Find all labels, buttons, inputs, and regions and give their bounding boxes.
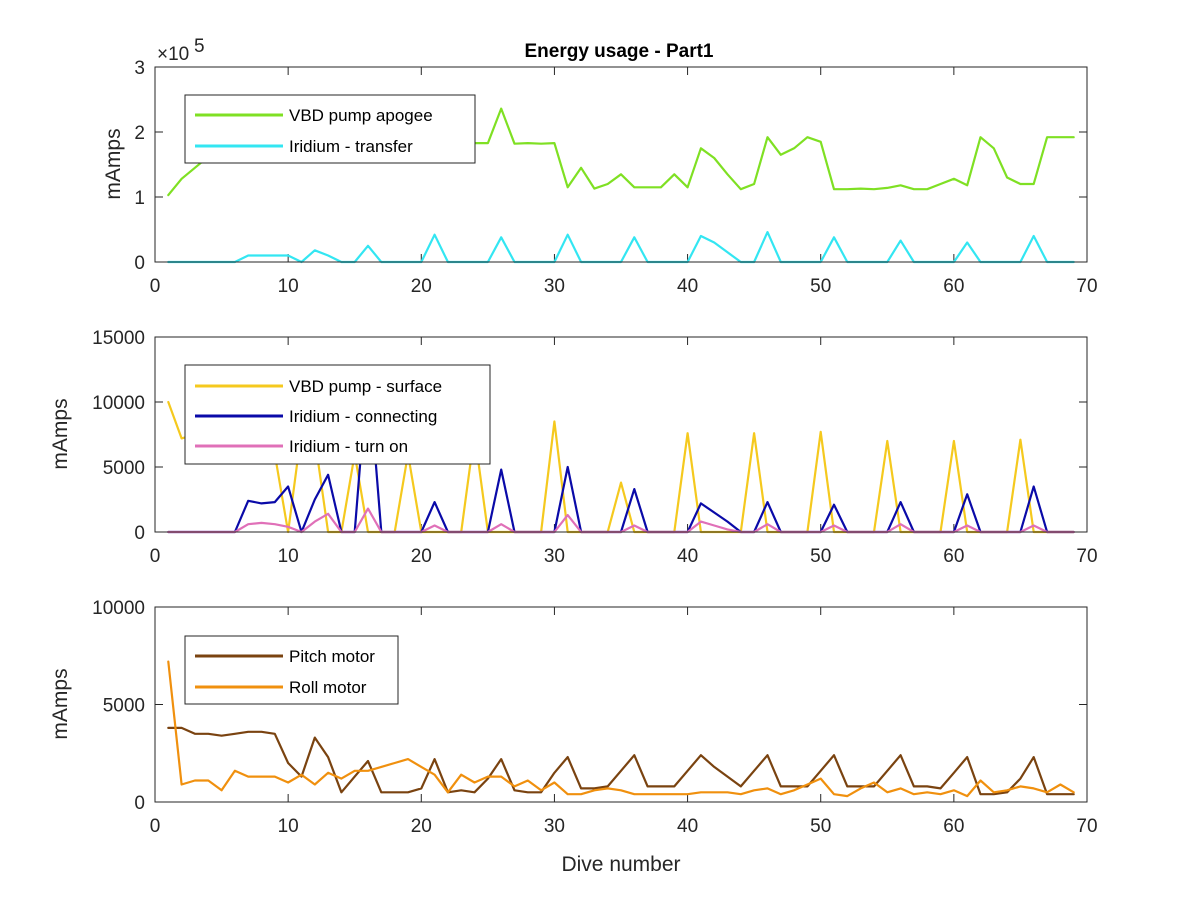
panel-3-ytick-label: 5000 — [103, 696, 145, 717]
panel-3-xtick-label: 30 — [544, 816, 565, 837]
panel-2-xtick-label: 40 — [677, 546, 698, 567]
panel-3-ytick-label: 10000 — [92, 598, 145, 619]
panel-2-ticks: 0 10 20 30 40 50 60 70 0 5000 10000 15000 — [92, 328, 1097, 567]
panel-2-xtick-label: 0 — [150, 546, 161, 567]
panel-2-ytick-label: 5000 — [103, 458, 145, 479]
panel-1-legend-box — [184, 94, 476, 164]
panel-3-xtick-label: 50 — [810, 816, 831, 837]
panel-1-xtick-label: 70 — [1076, 276, 1097, 297]
panel-3-legend-box — [184, 635, 399, 705]
panel-1-legend-label-iridium-transfer: Iridium - transfer — [289, 137, 413, 156]
panel-2-xtick-label: 10 — [278, 546, 299, 567]
panel-1-ytick-label: 3 — [134, 58, 145, 79]
panel-2-legend: VBD pump - surface Iridium - connecting … — [184, 364, 491, 465]
panel-2-ylabel: mAmps — [49, 398, 72, 469]
panel-1-legend-label-vbd-pump-apogee: VBD pump apogee — [289, 106, 433, 125]
panel-3-legend-label-roll-motor: Roll motor — [289, 678, 367, 697]
panel-1-ytick-label: 2 — [134, 123, 145, 144]
panel-1: Energy usage - Part1 ×10 5 0 10 20 30 40 50 60… — [102, 36, 1098, 297]
panel-3-legend: Pitch motor Roll motor — [184, 635, 399, 705]
panel-3: 0 10 20 30 40 50 60 70 0 5000 10000 mAmps Dive num… — [49, 598, 1098, 876]
panel-1-xtick-label: 0 — [150, 276, 161, 297]
panel-1-exponent-power: 5 — [194, 36, 205, 57]
panel-3-xtick-label: 10 — [278, 816, 299, 837]
panel-2: 0 10 20 30 40 50 60 70 0 5000 10000 15000 mAmps VBD… — [49, 328, 1098, 567]
panel-2-xtick-label: 20 — [411, 546, 432, 567]
panel-1-title: Energy usage - Part1 — [524, 41, 713, 62]
panel-1-ticks: 0 10 20 30 40 50 60 70 0 1 2 3 — [134, 58, 1097, 297]
series-line-roll-motor — [167, 660, 1075, 798]
panel-1-xtick-label: 20 — [411, 276, 432, 297]
series-line-pitch-motor — [167, 726, 1075, 796]
panel-1-ytick-label: 0 — [134, 253, 145, 274]
panel-1-ytick-label: 1 — [134, 188, 145, 209]
panel-3-xlabel: Dive number — [561, 853, 680, 876]
panel-2-ytick-label: 0 — [134, 523, 145, 544]
panel-2-ytick-label: 15000 — [92, 328, 145, 349]
panel-2-axes-box — [154, 336, 1088, 533]
panel-3-lines — [167, 660, 1075, 798]
panel-3-legend-label-pitch-motor: Pitch motor — [289, 647, 375, 666]
panel-1-ylabel: mAmps — [102, 128, 125, 199]
panel-3-ytick-label: 0 — [134, 793, 145, 814]
panel-2-legend-label-iridium-turn-on: Iridium - turn on — [289, 437, 408, 456]
panel-3-xtick-label: 0 — [150, 816, 161, 837]
panel-2-legend-label-vbd-pump-surface: VBD pump - surface — [289, 377, 442, 396]
panel-3-xtick-label: 60 — [943, 816, 964, 837]
panel-2-legend-label-iridium-connecting: Iridium - connecting — [289, 407, 437, 426]
panel-3-xtick-label: 20 — [411, 816, 432, 837]
panel-1-xtick-label: 40 — [677, 276, 698, 297]
panel-1-exponent-base: ×10 — [157, 44, 189, 65]
panel-2-xtick-label: 70 — [1076, 546, 1097, 567]
panel-1-axes-box — [154, 66, 1088, 263]
panel-3-axes-box — [154, 606, 1088, 803]
panel-3-ticks: 0 10 20 30 40 50 60 70 0 5000 10000 — [92, 598, 1097, 837]
panel-3-xtick-label: 70 — [1076, 816, 1097, 837]
panel-1-xtick-label: 30 — [544, 276, 565, 297]
panel-1-xtick-label: 60 — [943, 276, 964, 297]
panel-1-legend: VBD pump apogee Iridium - transfer — [184, 94, 476, 164]
panel-1-exponent: ×10 5 — [157, 36, 205, 65]
panel-2-ytick-label: 10000 — [92, 393, 145, 414]
panel-2-xtick-label: 60 — [943, 546, 964, 567]
panel-2-xtick-label: 50 — [810, 546, 831, 567]
panel-2-xtick-label: 30 — [544, 546, 565, 567]
panel-3-ylabel: mAmps — [49, 668, 72, 739]
panel-1-xtick-label: 50 — [810, 276, 831, 297]
panel-1-xtick-label: 10 — [278, 276, 299, 297]
panel-3-xtick-label: 40 — [677, 816, 698, 837]
